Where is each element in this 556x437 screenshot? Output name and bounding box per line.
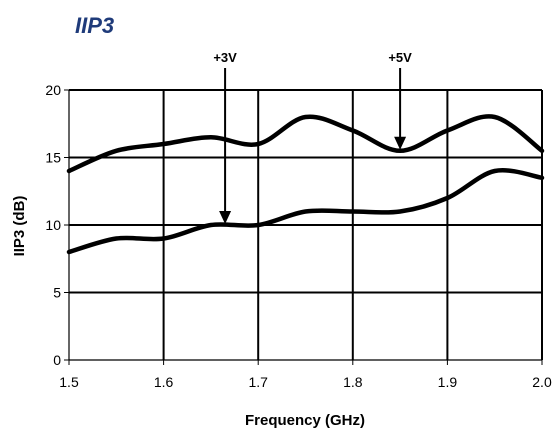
y-tick-label: 5 bbox=[53, 285, 61, 301]
tick-labels: 0 5 10 15 20 1.5 1.6 1.7 1.8 1.9 2.0 bbox=[45, 82, 552, 390]
chart-title: IIP3 bbox=[75, 13, 114, 38]
series-line-2 bbox=[66, 168, 545, 255]
x-tick-label: 1.7 bbox=[248, 374, 268, 390]
series-line-1 bbox=[66, 114, 545, 174]
annotations: +3V +5V bbox=[213, 50, 412, 224]
annotation-arrow-head bbox=[394, 136, 407, 150]
axes bbox=[64, 89, 543, 365]
y-tick-label: 20 bbox=[45, 82, 61, 98]
annotation-label: +5V bbox=[388, 50, 412, 65]
annotation-arrow-head bbox=[219, 211, 232, 224]
series-lines bbox=[66, 114, 545, 255]
x-axis-label: Frequency (GHz) bbox=[245, 412, 365, 429]
y-axis-label: IIP3 (dB) bbox=[11, 196, 28, 257]
y-tick-label: 15 bbox=[45, 150, 61, 166]
x-tick-label: 1.6 bbox=[154, 374, 174, 390]
x-tick-label: 2.0 bbox=[532, 374, 552, 390]
y-tick-label: 0 bbox=[53, 352, 61, 368]
x-tick-label: 1.8 bbox=[343, 374, 363, 390]
x-tick-label: 1.5 bbox=[59, 374, 79, 390]
x-tick-label: 1.9 bbox=[438, 374, 458, 390]
y-tick-label: 10 bbox=[45, 217, 61, 233]
grid-lines bbox=[69, 89, 543, 360]
annotation-label: +3V bbox=[213, 50, 237, 65]
